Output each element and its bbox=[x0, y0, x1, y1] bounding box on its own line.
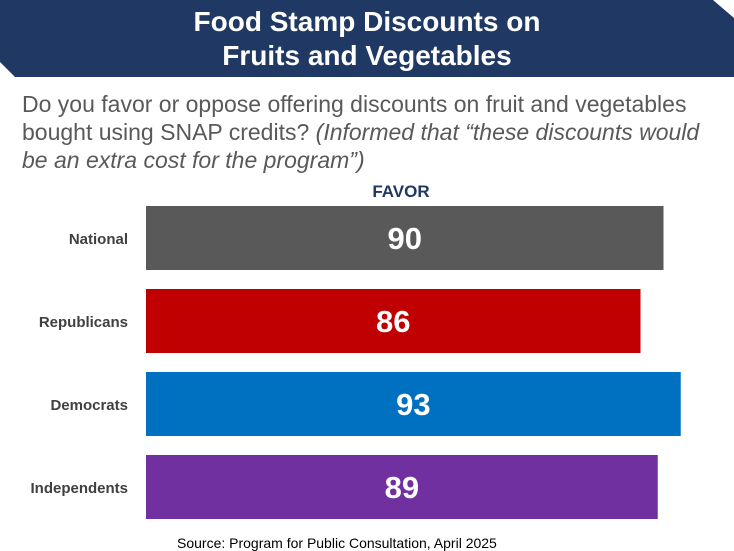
bar-democrats bbox=[146, 372, 681, 436]
title-line-1: Food Stamp Discounts on bbox=[193, 6, 541, 37]
bar-chart: 90 National 86 Republicans 93 Democrats 89 Inde… bbox=[30, 206, 681, 519]
value-label-republicans: 86 bbox=[376, 304, 410, 339]
bar-republicans bbox=[146, 289, 641, 353]
bar-independents bbox=[146, 455, 658, 519]
value-label-democrats: 93 bbox=[396, 387, 430, 422]
category-label-independents: Independents bbox=[30, 480, 128, 497]
page-title: Food Stamp Discounts on Fruits and Veget… bbox=[0, 5, 734, 73]
question-text: Do you favor or oppose offering discount… bbox=[22, 91, 687, 145]
title-line-2: Fruits and Vegetables bbox=[222, 40, 512, 71]
survey-question: Do you favor or oppose offering discount… bbox=[22, 90, 722, 174]
category-label-republicans: Republicans bbox=[39, 314, 128, 331]
banner-shape bbox=[0, 0, 734, 77]
bar-national bbox=[146, 206, 664, 270]
category-label-democrats: Democrats bbox=[50, 397, 128, 414]
source-note: Source: Program for Public Consultation,… bbox=[177, 535, 497, 551]
title-banner: Food Stamp Discounts on Fruits and Veget… bbox=[0, 0, 734, 77]
question-note: (Informed that “these discounts would be… bbox=[22, 119, 700, 173]
series-label: FAVOR bbox=[372, 182, 430, 201]
category-label-national: National bbox=[69, 231, 128, 248]
value-label-independents: 89 bbox=[385, 470, 419, 505]
value-label-national: 90 bbox=[388, 221, 422, 256]
